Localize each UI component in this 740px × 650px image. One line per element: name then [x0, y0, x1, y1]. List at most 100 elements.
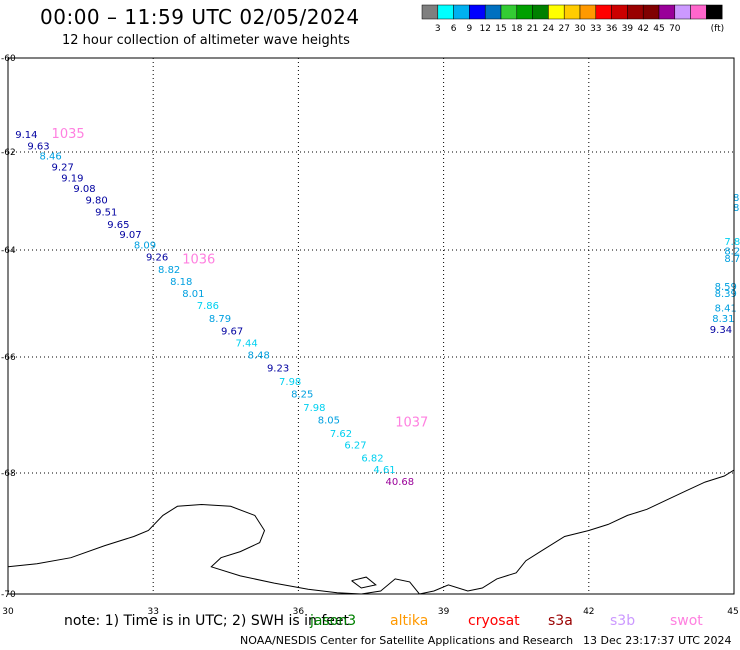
lon-tick-label: 36 [293, 607, 305, 617]
wave-height-label: 9.65 [107, 220, 129, 231]
legend-swatch [437, 4, 454, 20]
wave-height-label: 7.8 [724, 237, 740, 248]
coastline [7, 469, 735, 595]
wave-height-label: 8.82 [158, 265, 180, 276]
wave-height-label: 9.51 [95, 208, 117, 219]
legend-swatch [453, 4, 470, 20]
footer-timestamp: 13 Dec 23:17:37 UTC 2024 [583, 634, 732, 647]
wave-height-label: 7.62 [330, 429, 352, 440]
wave-height-label: 6.27 [344, 441, 366, 452]
legend-tick-label: 12 [479, 24, 490, 34]
legend-tick-label: 6 [451, 24, 457, 34]
wave-height-label: 7.98 [279, 377, 301, 388]
legend-swatch [532, 4, 549, 20]
wave-height-label: 9.63 [27, 142, 49, 153]
wave-height-label: 8.59 [715, 282, 737, 293]
wave-height-label: 9.23 [267, 364, 289, 375]
wave-height-label: 9.34 [710, 325, 732, 336]
wave-height-label: 9.80 [85, 195, 107, 206]
wave-height-label: 8 [733, 203, 739, 214]
legend-tick-label: 18 [511, 24, 523, 34]
wave-height-label: 9.07 [119, 230, 141, 241]
color-legend: 3 6 9 12 15 18 21 24 27 30 33 36 39 42 45 70 (ft) [421, 4, 725, 34]
legend-swatch [548, 4, 565, 20]
wave-height-label: 8.05 [318, 416, 340, 427]
legend-swatch [595, 4, 612, 20]
lon-tick-label: 45 [727, 607, 738, 617]
legend-tick-label: 70 [669, 24, 681, 34]
wave-height-label: 8.39 [715, 289, 737, 300]
legend-swatch [579, 4, 597, 20]
legend-tick-label: 15 [495, 24, 506, 34]
note-text: note: 1) Time is in UTC; 2) SWH is in fe… [64, 613, 350, 629]
wave-height-label: 9.67 [221, 327, 243, 338]
wave-height-label: 8.01 [182, 289, 204, 300]
wave-height-labels: 9.149.638.469.279.199.089.80 9.519.659.07… [15, 127, 740, 488]
wave-height-label: 40.68 [386, 477, 415, 488]
wave-height-label: 7.98 [303, 403, 325, 414]
legend-swatch [484, 4, 502, 20]
legend-tick-label: 9 [467, 24, 473, 34]
lat-tick-label: -70 [1, 590, 16, 600]
wave-height-label: 9.19 [61, 173, 83, 184]
map-frame [7, 57, 735, 595]
pass-number-label: 1035 [52, 127, 85, 142]
legend-swatch [469, 4, 486, 20]
legend-swatch [516, 4, 533, 20]
satellite-swot: swot [670, 613, 703, 629]
graticule [8, 58, 734, 594]
footer-credit: NOAA/NESDIS Center for Satellite Applica… [240, 634, 574, 647]
legend-swatch [674, 4, 691, 20]
wave-height-label: 9.26 [146, 253, 168, 264]
wave-height-label: 9.14 [15, 130, 37, 141]
legend-swatch [421, 4, 439, 20]
wave-height-label: 8.7 [724, 254, 740, 265]
wave-height-label: 8.09 [134, 241, 156, 252]
lon-tick-label: 42 [583, 607, 594, 617]
wave-height-label: 7.86 [197, 301, 219, 312]
legend-tick-label: 27 [558, 24, 569, 34]
wave-height-label: 8.48 [248, 351, 270, 362]
wave-height-label: 8.2 [724, 246, 740, 257]
legend-tick-label: 33 [590, 24, 601, 34]
legend-tick-label: 45 [653, 24, 664, 34]
legend-tick-label: 39 [622, 24, 634, 34]
legend-tick-label: 30 [574, 24, 586, 34]
wave-height-label: 6.82 [361, 453, 383, 464]
coastline-path [7, 469, 735, 595]
legend-unit: (ft) [711, 24, 725, 34]
pass-number-label: 1036 [182, 252, 215, 267]
legend-swatch [690, 4, 707, 20]
lon-tick-label: 39 [438, 607, 450, 617]
map-subtitle: 12 hour collection of altimeter wave hei… [62, 33, 350, 48]
legend-tick-label: 36 [606, 24, 618, 34]
legend-swatch [706, 4, 723, 20]
wave-height-label: 8.31 [712, 314, 734, 325]
wave-height-label: 7.44 [235, 338, 257, 349]
legend-swatch [611, 4, 628, 20]
legend-tick-label: 21 [527, 24, 538, 34]
wave-height-label: 8.41 [715, 304, 737, 315]
wave-height-label: 4.61 [373, 465, 395, 476]
legend-swatch [642, 4, 660, 20]
legend-swatch [627, 4, 644, 20]
legend-swatch [658, 4, 676, 20]
wave-height-label: 8.18 [170, 277, 192, 288]
satellite-altika: altika [390, 613, 429, 629]
island-outline [351, 576, 377, 589]
wave-height-label: 8 [733, 193, 739, 204]
wave-height-label: 8.25 [291, 390, 313, 401]
satellite-s3b: s3b [610, 613, 636, 629]
legend-tick-label: 24 [543, 24, 555, 34]
legend-swatch [563, 4, 581, 20]
lon-tick-label: 33 [147, 607, 158, 617]
lon-tick-label: 30 [2, 607, 14, 617]
wave-height-label: 8.46 [39, 151, 61, 162]
satellite-jason3: jason3 [310, 613, 357, 629]
legend-swatch [500, 4, 518, 20]
wave-height-label: 8.79 [209, 314, 231, 325]
map-title: 00:00 – 11:59 UTC 02/05/2024 [40, 5, 360, 29]
legend-tick-label: 3 [435, 24, 441, 34]
